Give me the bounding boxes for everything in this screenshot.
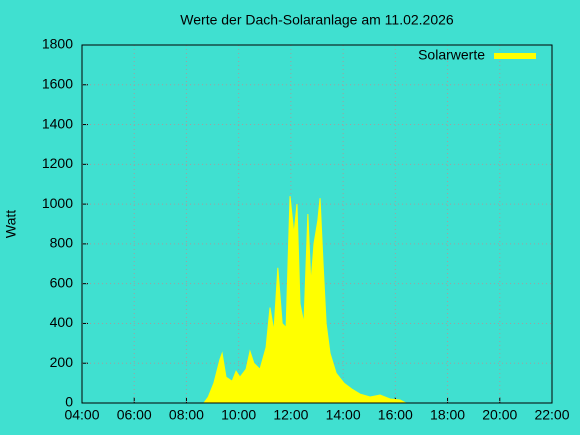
x-tick-label: 12:00 [273,407,308,423]
x-tick-label: 16:00 [378,407,413,423]
x-tick-label: 20:00 [482,407,517,423]
chart-title: Werte der Dach-Solaranlage am 11.02.2026 [180,12,454,28]
y-tick-label: 200 [50,354,74,370]
y-tick-label: 1200 [42,155,73,171]
y-tick-label: 800 [50,235,74,251]
x-tick-label: 22:00 [534,407,569,423]
y-tick-label: 400 [50,314,74,330]
x-tick-label: 08:00 [169,407,204,423]
y-tick-label: 1000 [42,195,73,211]
y-tick-label: 1400 [42,115,73,131]
y-axis-label: Watt [3,210,19,238]
y-tick-label: 600 [50,274,74,290]
y-tick-label: 1600 [42,75,73,91]
x-tick-label: 14:00 [326,407,361,423]
x-tick-label: 06:00 [117,407,152,423]
y-tick-label: 1800 [42,36,73,52]
legend-label: Solarwerte [418,47,485,63]
area [202,196,407,404]
plot-frame [81,44,553,404]
x-tick-label: 04:00 [64,407,99,423]
x-tick-label: 10:00 [221,407,256,423]
x-tick-label: 18:00 [430,407,465,423]
y-tick-label: 0 [65,394,73,410]
legend-swatch [494,53,536,59]
